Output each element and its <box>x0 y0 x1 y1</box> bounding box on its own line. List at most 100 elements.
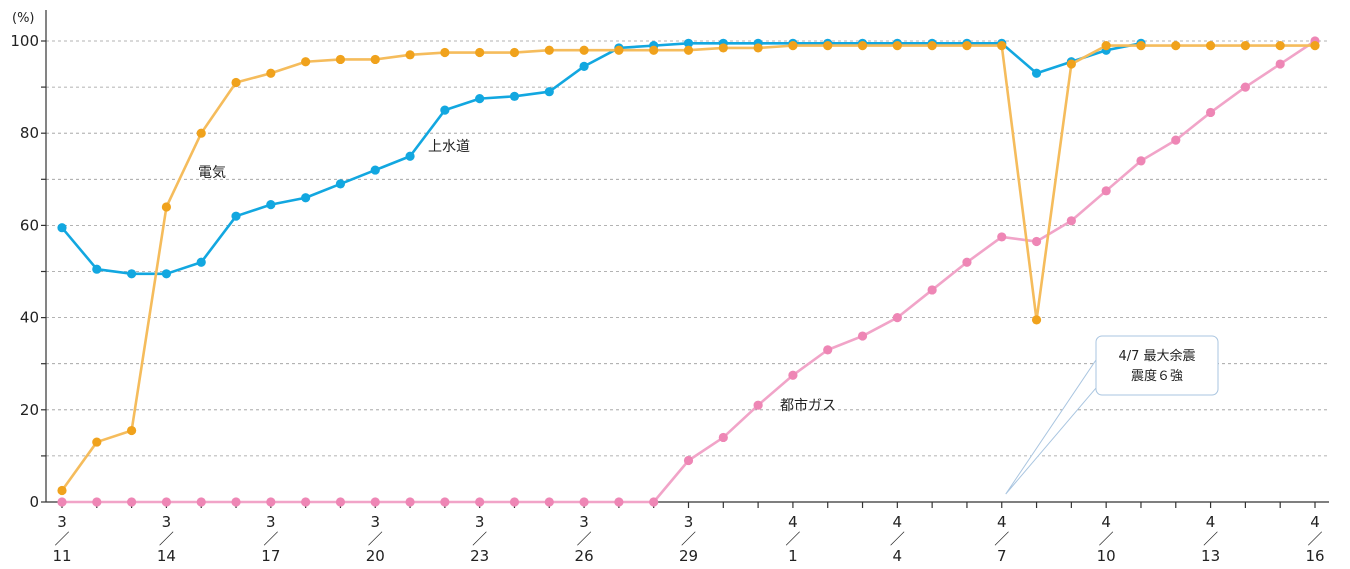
x-tick-label-separator: ／ <box>577 530 592 548</box>
x-tick-label-day: 29 <box>679 547 698 565</box>
data-point-electricity <box>928 41 937 50</box>
x-tick-label-month: 4 <box>997 513 1007 531</box>
data-point-electricity <box>1067 59 1076 68</box>
x-tick-label-day: 17 <box>261 547 280 565</box>
series-label-water: 上水道 <box>428 139 470 155</box>
data-point-electricity <box>405 50 414 59</box>
x-tick-label-month: 3 <box>266 513 276 531</box>
series-labels: 電気 上水道 都市ガス <box>198 139 836 414</box>
y-tick-label: 40 <box>20 309 39 327</box>
annotation-line2: 震度６強 <box>1131 368 1183 384</box>
data-point-gas <box>684 456 693 465</box>
data-point-gas <box>266 497 275 506</box>
series-water <box>57 39 1145 279</box>
x-tick-label-day: 10 <box>1097 547 1116 565</box>
x-tick-label-day: 11 <box>52 547 71 565</box>
data-point-electricity <box>649 46 658 55</box>
data-point-gas <box>92 497 101 506</box>
data-point-electricity <box>1032 315 1041 324</box>
x-tick-label-separator: ／ <box>681 530 696 548</box>
data-point-gas <box>1032 237 1041 246</box>
data-point-water <box>92 265 101 274</box>
data-point-gas <box>1136 156 1145 165</box>
data-point-gas <box>405 497 414 506</box>
data-point-gas <box>1276 59 1285 68</box>
series-label-gas: 都市ガス <box>780 397 836 414</box>
data-point-electricity <box>788 41 797 50</box>
data-point-gas <box>579 497 588 506</box>
x-tick-label-day: 23 <box>470 547 489 565</box>
data-point-electricity <box>440 48 449 57</box>
data-point-gas <box>231 497 240 506</box>
data-point-electricity <box>127 426 136 435</box>
data-point-electricity <box>684 46 693 55</box>
data-point-electricity <box>510 48 519 57</box>
data-point-gas <box>162 497 171 506</box>
x-tick-label-month: 4 <box>893 513 903 531</box>
data-point-gas <box>1102 186 1111 195</box>
data-point-electricity <box>997 41 1006 50</box>
x-tick-label-day: 7 <box>997 547 1007 565</box>
x-tick-label-day: 4 <box>893 547 903 565</box>
data-point-gas <box>57 497 66 506</box>
data-point-water <box>475 94 484 103</box>
data-point-electricity <box>719 43 728 52</box>
series-line-electricity <box>62 46 1315 491</box>
annotation-pointer <box>1006 354 1102 494</box>
data-point-water <box>1032 69 1041 78</box>
data-point-gas <box>197 497 206 506</box>
data-point-gas <box>545 497 554 506</box>
data-point-gas <box>127 497 136 506</box>
x-tick-label-separator: ／ <box>159 530 174 548</box>
x-tick-label-month: 3 <box>370 513 380 531</box>
x-tick-label-separator: ／ <box>1203 530 1218 548</box>
data-point-electricity <box>266 69 275 78</box>
data-point-water <box>301 193 310 202</box>
data-point-gas <box>301 497 310 506</box>
data-point-electricity <box>1206 41 1215 50</box>
series-electricity <box>57 41 1319 495</box>
data-point-water <box>440 106 449 115</box>
data-point-water <box>197 258 206 267</box>
data-point-water <box>162 269 171 278</box>
data-point-gas <box>928 285 937 294</box>
x-tick-label-separator: ／ <box>1099 530 1114 548</box>
data-point-water <box>405 152 414 161</box>
x-tick-label-separator: ／ <box>890 530 905 548</box>
data-point-electricity <box>57 486 66 495</box>
data-point-gas <box>440 497 449 506</box>
data-point-electricity <box>1241 41 1250 50</box>
data-point-electricity <box>92 437 101 446</box>
aftershock-annotation: 4/7 最大余震 震度６強 <box>1006 336 1218 494</box>
series-label-electricity: 電気 <box>198 165 226 181</box>
data-point-water <box>371 165 380 174</box>
data-point-electricity <box>371 55 380 64</box>
data-point-gas <box>754 401 763 410</box>
annotation-line1: 4/7 最大余震 <box>1118 348 1195 364</box>
x-tick-label-month: 3 <box>579 513 589 531</box>
data-point-electricity <box>301 57 310 66</box>
data-point-electricity <box>197 129 206 138</box>
data-point-electricity <box>614 46 623 55</box>
data-point-electricity <box>1171 41 1180 50</box>
data-point-gas <box>371 497 380 506</box>
x-tick-label-month: 4 <box>788 513 798 531</box>
x-tick-label-month: 4 <box>1101 513 1111 531</box>
x-tick-label-separator: ／ <box>994 530 1009 548</box>
data-point-electricity <box>336 55 345 64</box>
x-tick-label-separator: ／ <box>368 530 383 548</box>
x-tick-label-day: 1 <box>788 547 798 565</box>
y-tick-label: 100 <box>10 32 39 50</box>
x-tick-label-day: 20 <box>366 547 385 565</box>
data-point-gas <box>336 497 345 506</box>
data-point-gas <box>649 497 658 506</box>
data-point-electricity <box>162 202 171 211</box>
data-point-gas <box>997 232 1006 241</box>
data-point-electricity <box>579 46 588 55</box>
data-point-water <box>231 212 240 221</box>
data-point-electricity <box>475 48 484 57</box>
data-point-gas <box>719 433 728 442</box>
x-tick-label-day: 16 <box>1305 547 1324 565</box>
x-tick-label-separator: ／ <box>263 530 278 548</box>
